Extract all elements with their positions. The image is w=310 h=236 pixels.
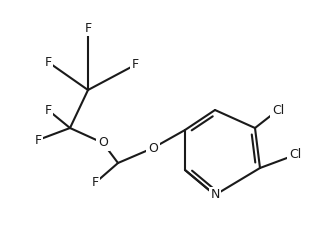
Text: F: F xyxy=(34,134,42,147)
Text: O: O xyxy=(98,136,108,149)
Text: F: F xyxy=(131,59,139,72)
Text: F: F xyxy=(84,21,91,34)
Text: Cl: Cl xyxy=(272,104,284,117)
Text: F: F xyxy=(91,177,99,190)
Text: N: N xyxy=(210,189,220,202)
Text: F: F xyxy=(44,104,51,117)
Text: Cl: Cl xyxy=(289,148,301,161)
Text: O: O xyxy=(148,142,158,155)
Text: F: F xyxy=(44,55,51,68)
